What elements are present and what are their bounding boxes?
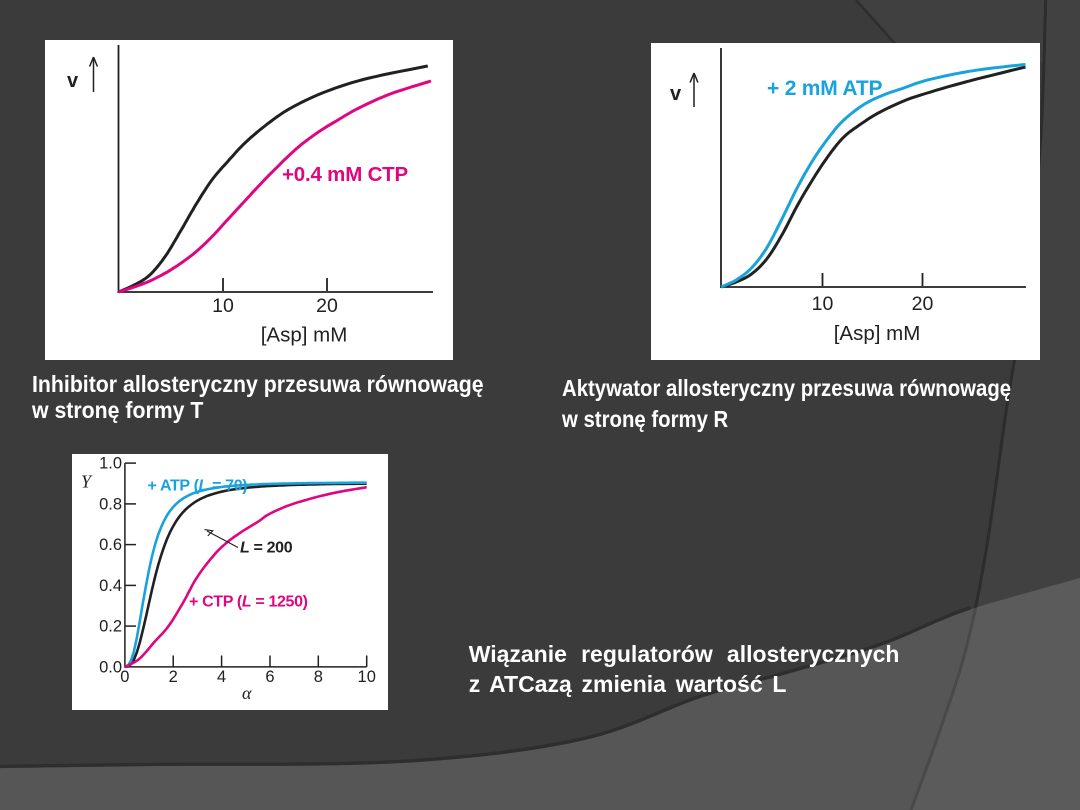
svg-text:8: 8: [314, 668, 323, 686]
svg-text:1.0: 1.0: [99, 455, 122, 473]
svg-text:v: v: [670, 83, 682, 105]
svg-text:10: 10: [812, 293, 834, 315]
svg-text:+ 2 mM ATP: + 2 mM ATP: [767, 77, 882, 100]
svg-text:L = 200: L = 200: [240, 540, 293, 557]
svg-text:10: 10: [212, 295, 234, 317]
svg-text:6: 6: [265, 668, 274, 686]
svg-text:10: 10: [358, 668, 376, 686]
svg-text:20: 20: [912, 293, 934, 315]
svg-text:+ ATP (L = 70): + ATP (L = 70): [148, 478, 248, 495]
svg-text:[Asp] mM: [Asp] mM: [261, 324, 348, 347]
svg-text:0.0: 0.0: [99, 658, 122, 676]
svg-text:0: 0: [120, 668, 129, 686]
svg-text:+ CTP (L = 1250): + CTP (L = 1250): [189, 594, 308, 611]
svg-text:v: v: [67, 70, 79, 92]
svg-text:+0.4 mM CTP: +0.4 mM CTP: [282, 163, 408, 186]
svg-text:Y: Y: [81, 472, 93, 492]
svg-text:0.8: 0.8: [99, 495, 122, 513]
svg-text:4: 4: [217, 668, 226, 686]
svg-text:[Asp] mM: [Asp] mM: [834, 322, 921, 345]
svg-text:2: 2: [169, 668, 178, 686]
svg-text:20: 20: [316, 295, 338, 317]
svg-text:α: α: [242, 683, 252, 703]
svg-text:0.6: 0.6: [99, 536, 122, 554]
svg-text:0.2: 0.2: [99, 618, 122, 636]
svg-text:0.4: 0.4: [99, 577, 122, 595]
